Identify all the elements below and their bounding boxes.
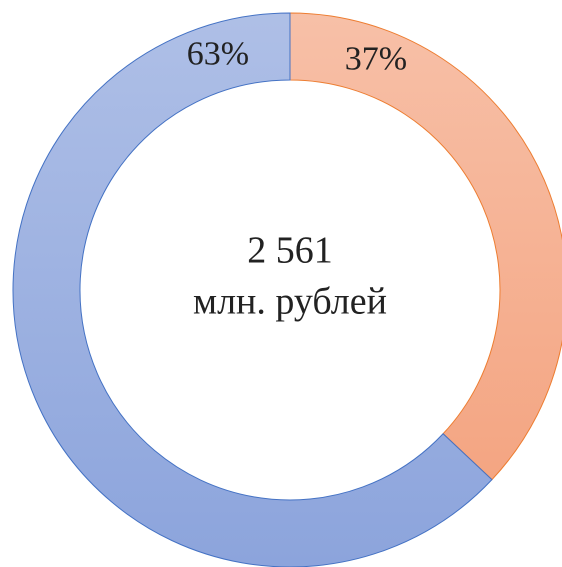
data-label: 63% <box>187 36 249 73</box>
center-value: 2 561 <box>247 230 333 272</box>
donut-segment <box>12 12 493 567</box>
donut-segment <box>289 12 562 481</box>
data-label: 37% <box>345 40 407 77</box>
center-unit: млн. рублей <box>193 281 387 323</box>
